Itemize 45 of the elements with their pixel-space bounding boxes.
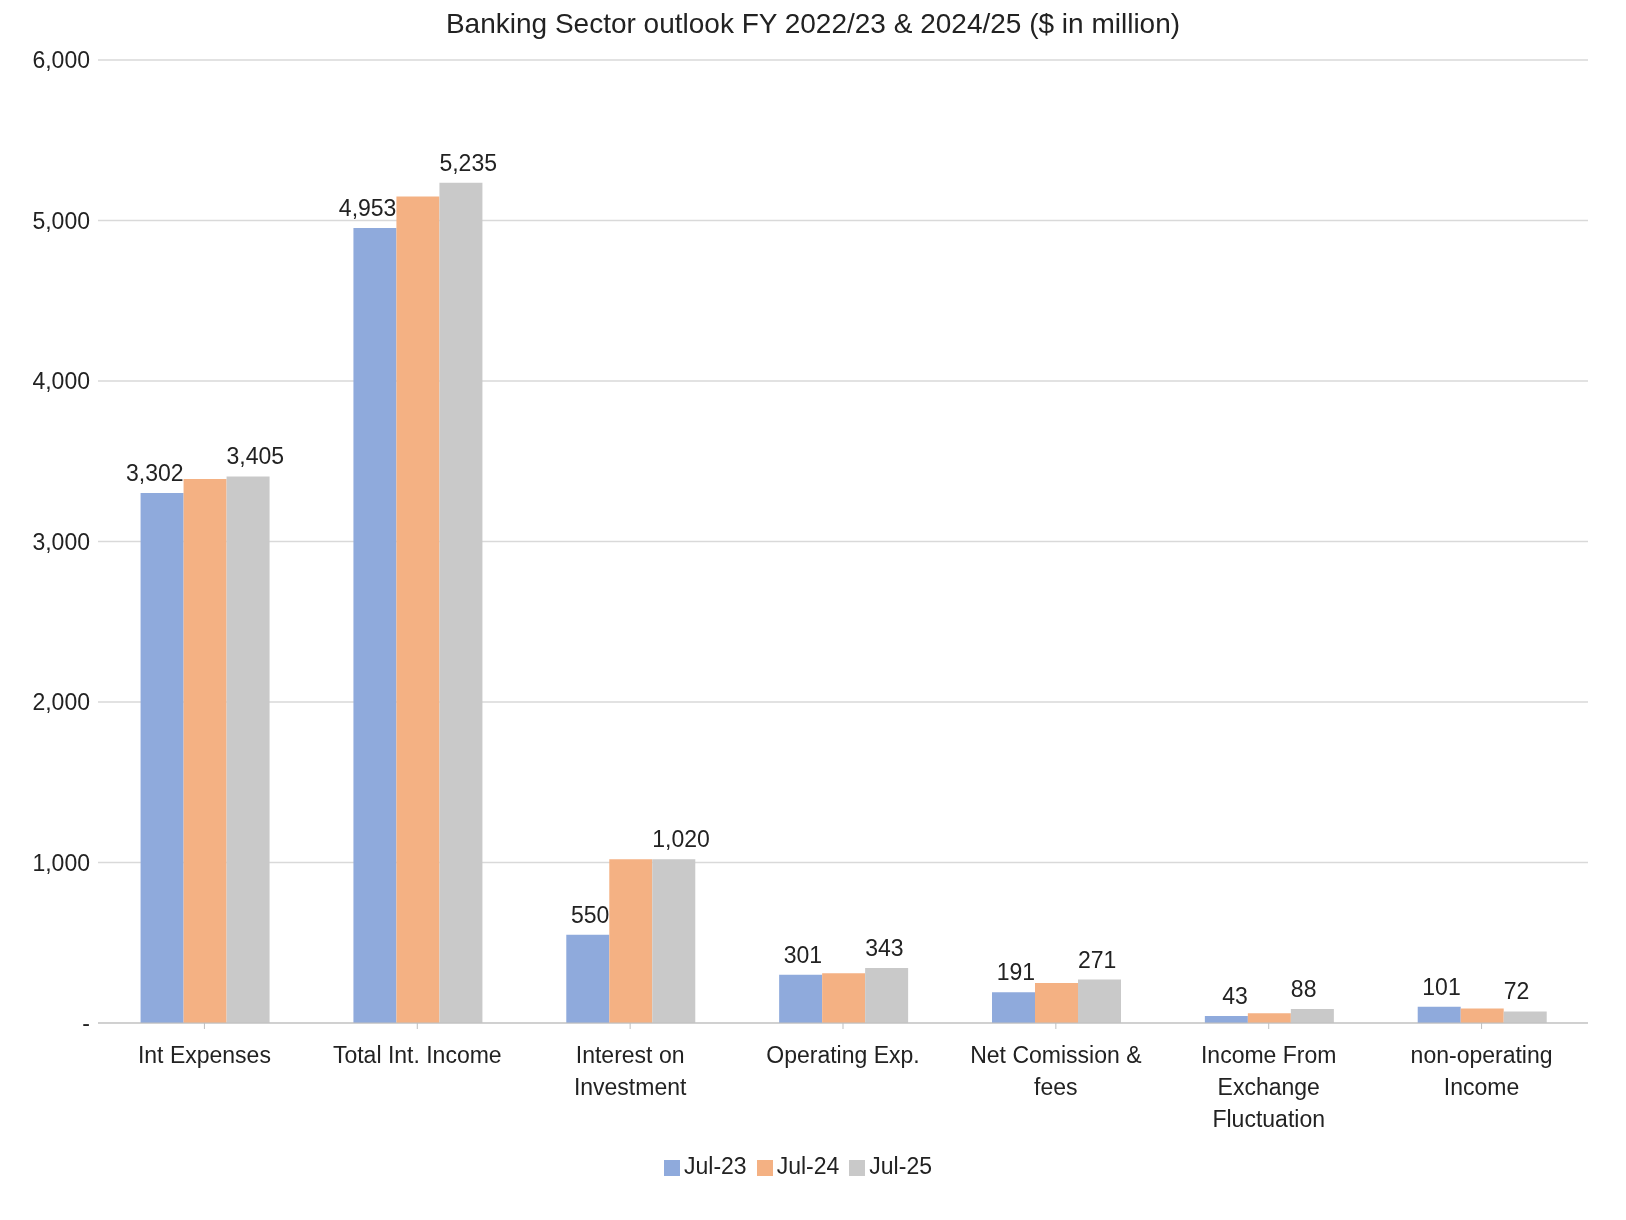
- data-label: 1,020: [652, 826, 710, 853]
- data-label: 3,302: [126, 460, 184, 487]
- data-label: 343: [865, 934, 904, 961]
- data-label: 301: [783, 941, 823, 968]
- chart-title: Banking Sector outlook FY 2022/23 & 2024/25 ($ in million): [444, 8, 1182, 40]
- legend-label: Jul-24: [776, 1153, 840, 1179]
- x-tick-label: Int Expenses: [137, 1042, 271, 1068]
- bar: [1460, 1008, 1504, 1023]
- data-label: 101: [1422, 973, 1461, 1000]
- data-label: 5,235: [439, 149, 497, 176]
- bar: [779, 974, 823, 1023]
- legend-label: Jul-23: [684, 1153, 747, 1179]
- x-tick-label: Net Comission & fees: [970, 1042, 1142, 1100]
- bar: [822, 973, 866, 1023]
- bar: [992, 992, 1035, 1023]
- y-tick-label: 2,000: [32, 689, 90, 716]
- y-tick-label: 6,000: [32, 47, 90, 74]
- y-tick-label: 5,000: [32, 207, 90, 234]
- data-label: 550: [570, 901, 610, 928]
- y-tick-label: 4,000: [32, 368, 90, 395]
- x-tick-label: Operating Exp.: [766, 1042, 920, 1068]
- bar: [1035, 982, 1078, 1023]
- y-tick-label: 3,000: [32, 528, 90, 555]
- y-tick-label: -: [82, 1010, 90, 1037]
- bar: [1247, 1013, 1291, 1023]
- legend-label: Jul-25: [869, 1153, 932, 1179]
- y-tick-label: 1,000: [32, 849, 90, 876]
- data-label: 4,953: [338, 195, 397, 222]
- data-label: 191: [996, 959, 1035, 986]
- data-label: 3,405: [226, 443, 285, 470]
- data-label: 43: [1222, 983, 1248, 1010]
- bar: [140, 493, 184, 1023]
- bar: [353, 228, 397, 1023]
- bar: [396, 196, 440, 1023]
- x-tick-label: Interest on Investment: [573, 1042, 687, 1100]
- data-label: 88: [1290, 975, 1317, 1002]
- x-tick-label: Income From Exchange Fluctuation: [1200, 1042, 1337, 1132]
- x-tick-label: non-operating Income: [1410, 1042, 1553, 1100]
- data-label: 271: [1078, 946, 1117, 973]
- bar: [183, 478, 227, 1023]
- data-label: 72: [1503, 978, 1530, 1005]
- x-tick-label: Total Int. Income: [332, 1042, 502, 1068]
- bar: [1417, 1006, 1461, 1023]
- bar: [609, 859, 653, 1023]
- bar: [566, 934, 610, 1023]
